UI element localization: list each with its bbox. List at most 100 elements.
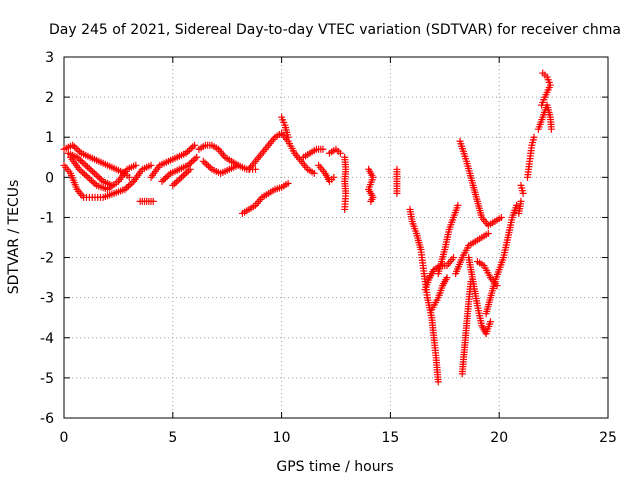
y-tick-label: 0 xyxy=(45,170,54,186)
data-point xyxy=(284,133,292,141)
data-point xyxy=(163,173,171,181)
data-point xyxy=(174,177,182,185)
data-point xyxy=(434,378,442,386)
y-tick-label: -6 xyxy=(40,411,54,427)
data-point xyxy=(186,165,194,173)
y-tick-label: -3 xyxy=(40,291,54,307)
data-point xyxy=(443,274,451,282)
data-point xyxy=(191,141,199,149)
data-point xyxy=(87,177,95,185)
y-tick-label: -1 xyxy=(40,210,54,226)
data-point xyxy=(187,144,195,152)
data-point xyxy=(171,180,179,188)
data-point xyxy=(172,178,180,186)
data-point xyxy=(147,161,155,169)
x-axis-label: GPS time / hours xyxy=(276,459,393,475)
data-point xyxy=(191,155,199,163)
y-tick-label: 3 xyxy=(45,50,54,66)
data-point xyxy=(454,201,462,209)
data-point xyxy=(204,162,212,170)
data-point xyxy=(547,125,555,133)
data-point xyxy=(77,167,85,175)
data-point xyxy=(160,176,168,184)
data-point xyxy=(124,182,132,190)
data-point xyxy=(367,197,375,205)
x-tick-label: 5 xyxy=(168,430,177,446)
data-point xyxy=(393,189,401,197)
data-point xyxy=(181,170,189,178)
data-point xyxy=(80,170,88,178)
data-point xyxy=(92,171,100,179)
data-point xyxy=(203,160,211,168)
data-point xyxy=(90,169,98,177)
y-tick-label: 2 xyxy=(45,90,54,106)
data-point xyxy=(493,282,501,290)
data-point xyxy=(89,168,97,176)
data-point xyxy=(169,181,177,189)
x-tick-label: 0 xyxy=(60,430,69,446)
data-point xyxy=(251,165,259,173)
data-point xyxy=(538,101,546,109)
data-point xyxy=(87,166,95,174)
data-point xyxy=(189,143,197,151)
data-point xyxy=(82,172,90,180)
y-tick-label: -2 xyxy=(40,251,54,267)
chart-title: Day 245 of 2021, Sidereal Day-to-day VTE… xyxy=(49,22,621,38)
x-tick-label: 10 xyxy=(273,430,291,446)
y-axis-label: SDTVAR / TECUs xyxy=(6,180,22,295)
y-tick-label: -4 xyxy=(40,331,54,347)
data-point xyxy=(161,174,169,182)
data-point xyxy=(126,181,134,189)
data-point xyxy=(96,174,104,182)
data-point xyxy=(82,161,90,169)
data-point xyxy=(519,189,527,197)
x-tick-label: 25 xyxy=(599,430,617,446)
data-point xyxy=(78,158,86,166)
grid xyxy=(64,57,608,418)
data-point xyxy=(484,229,492,237)
data-markers xyxy=(60,69,555,386)
data-point xyxy=(497,213,505,221)
data-point xyxy=(319,145,327,153)
data-point xyxy=(149,197,157,205)
data-point xyxy=(94,173,102,181)
data-point xyxy=(185,146,193,154)
data-point xyxy=(89,178,97,186)
data-point xyxy=(310,169,318,177)
data-point xyxy=(336,149,344,157)
data-point xyxy=(201,159,209,167)
y-tick-label: -5 xyxy=(40,371,54,387)
data-point xyxy=(176,175,184,183)
data-point xyxy=(178,173,186,181)
data-point xyxy=(80,160,88,168)
data-point xyxy=(86,175,94,183)
data-point xyxy=(70,143,78,151)
data-point xyxy=(74,146,82,154)
data-point xyxy=(179,172,187,180)
data-point xyxy=(530,133,538,141)
data-point xyxy=(284,179,292,187)
data-point xyxy=(84,163,92,171)
plot-frame xyxy=(63,56,609,419)
data-point xyxy=(84,173,92,181)
data-point xyxy=(125,173,133,181)
axis-ticks: 0 5 10 15 20 25 -6 -5 -4 -3 -2 -1 0 1 2 3 xyxy=(40,50,617,446)
data-point xyxy=(79,169,87,177)
data-point xyxy=(85,165,93,173)
data-point xyxy=(189,156,197,164)
data-point xyxy=(467,278,475,286)
data-point xyxy=(199,157,207,165)
data-point xyxy=(341,205,349,213)
data-point xyxy=(486,318,494,326)
data-point xyxy=(188,158,196,166)
data-point xyxy=(158,177,166,185)
data-point xyxy=(108,181,116,189)
data-point xyxy=(450,254,458,262)
data-point xyxy=(330,173,338,181)
data-point xyxy=(132,161,140,169)
data-point xyxy=(193,153,201,161)
data-point xyxy=(515,209,523,217)
x-tick-label: 20 xyxy=(490,430,508,446)
x-tick-label: 15 xyxy=(381,430,399,446)
